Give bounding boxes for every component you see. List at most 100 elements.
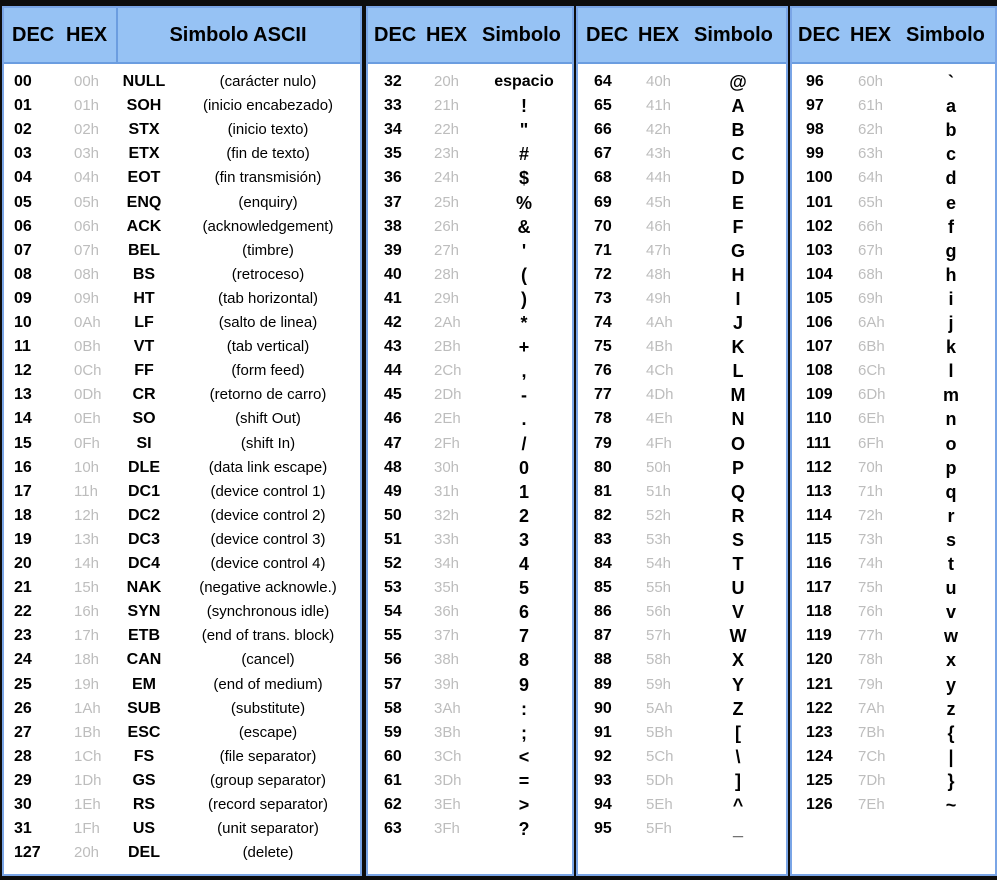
table-row: 83 53h S [578, 528, 786, 552]
dec-cell: 112 [806, 458, 832, 476]
dec-cell: 76 [594, 362, 612, 380]
hex-cell: 7Ah [858, 699, 885, 717]
dec-cell: 100 [806, 169, 833, 187]
dec-cell: 106 [806, 314, 833, 331]
table-row: 27 1Bh ESC (escape) [4, 721, 360, 745]
hex-cell: 46h [646, 217, 672, 235]
dec-cell: 40 [384, 265, 402, 283]
table-row: 40 28h ( [368, 263, 572, 287]
hex-cell: 6Ch [858, 362, 886, 380]
symbol-cell: 3 [518, 529, 529, 550]
symbol-cell: ) [521, 288, 527, 309]
dec-cell: 62 [384, 796, 402, 813]
symbol-cell: 5 [518, 578, 529, 599]
table-row: 110 6Eh n [792, 407, 995, 431]
table-row: 70 46h F [578, 215, 786, 239]
hex-cell: 31h [434, 482, 460, 500]
dec-cell: 58 [384, 699, 402, 717]
hex-cell: 27h [434, 241, 460, 259]
description-cell: (retroceso) [231, 265, 305, 283]
table-row: 107 6Bh k [792, 335, 995, 359]
hex-cell: 2Fh [434, 434, 460, 452]
dec-cell: 108 [806, 362, 833, 380]
hex-cell: 17h [74, 627, 100, 645]
hex-cell: 42h [646, 121, 672, 139]
table-row: 26 1Ah SUB (substitute) [4, 697, 360, 721]
table-row: 03 03h ETX (fin de texto) [4, 142, 360, 166]
symbol-cell: c [945, 144, 956, 165]
symbol-cell: w [943, 626, 958, 647]
symbol-cell: i [948, 288, 954, 309]
symbol-cell: x [945, 650, 956, 671]
hex-cell: 73h [858, 530, 884, 548]
table-row: 85 55h U [578, 576, 786, 600]
table-row: 75 4Bh K [578, 335, 786, 359]
dec-cell: 24 [14, 651, 32, 669]
hex-cell: 0Eh [74, 410, 101, 428]
table-row: 123 7Bh { [792, 721, 995, 745]
hex-cell: 72h [858, 506, 884, 524]
hex-cell: 7Bh [858, 723, 885, 741]
hex-cell: 5Fh [646, 820, 672, 838]
table-row: 32 20h espacio [368, 70, 572, 94]
symbol-cell: ENQ [126, 193, 162, 211]
hex-cell: 0Fh [74, 434, 100, 452]
table-row: 103 67h g [792, 239, 995, 263]
dec-cell: 36 [384, 169, 402, 187]
symbol-cell: VT [133, 338, 155, 356]
dec-cell: 20 [14, 555, 32, 572]
hex-cell: 24h [434, 169, 460, 187]
dec-cell: 19 [14, 530, 32, 548]
symbol-cell: f [948, 216, 954, 237]
hex-cell: 1Bh [74, 723, 101, 741]
dec-cell: 98 [806, 121, 824, 139]
dec-cell: 16 [14, 458, 32, 476]
symbol-cell: z [946, 698, 956, 719]
symbol-cell: > [518, 795, 530, 815]
hex-cell: 6Bh [858, 338, 885, 356]
hex-cell: 20h [74, 844, 100, 862]
dec-cell: 102 [806, 217, 833, 235]
table-row: 122 7Ah z [792, 697, 995, 721]
dec-cell: 74 [594, 314, 612, 331]
hex-cell: 33h [434, 530, 460, 548]
table-row: 121 79h y [792, 673, 995, 697]
table-row: 78 4Eh N [578, 407, 786, 431]
hex-cell: 48h [646, 265, 672, 283]
symbol-cell: u [945, 578, 957, 599]
dec-cell: 104 [806, 265, 833, 283]
printable-panel-1: DEC HEX Simbolo 32 20h espacio 33 21h! 34 22h "… [366, 6, 574, 876]
table-row: 124 7Ch | [792, 745, 995, 769]
symbol-cell: - [521, 385, 527, 406]
hex-cell: 3Bh [434, 723, 461, 741]
hex-cell: 38h [434, 651, 460, 669]
symbol-cell: v [945, 602, 956, 623]
symbol-cell: DC4 [127, 555, 160, 572]
table-header: DEC HEX Simbolo [578, 8, 786, 64]
symbol-cell: C [731, 144, 745, 165]
description-cell: (negative acknowle.) [199, 579, 337, 597]
table-row: 55 37h 7 [368, 624, 572, 648]
hex-cell: 26h [434, 217, 460, 235]
hex-cell: 75h [858, 579, 884, 597]
dec-cell: 05 [14, 193, 32, 211]
hex-cell: 12h [74, 506, 100, 524]
dec-cell: 99 [806, 145, 824, 163]
hex-cell: 2Ch [434, 362, 462, 380]
symbol-cell: ] [735, 770, 741, 791]
dec-cell: 115 [806, 530, 832, 548]
table-row: 96 60h ` [792, 70, 995, 94]
table-row: 79 4Fh O [578, 432, 786, 456]
symbol-cell: EM [132, 675, 156, 693]
description-cell: (substitute) [230, 699, 306, 717]
header-symbol: Simbolo [694, 24, 773, 46]
dec-cell: 22 [14, 603, 32, 621]
hex-cell: 2Bh [434, 338, 461, 356]
table-row: 43 2Bh + [368, 335, 572, 359]
hex-cell: 79h [858, 675, 884, 693]
dec-cell: 118 [806, 603, 832, 621]
dec-cell: 10 [14, 314, 32, 331]
hex-cell: 0Ah [74, 314, 101, 331]
table-row: 98 62h b [792, 118, 995, 142]
